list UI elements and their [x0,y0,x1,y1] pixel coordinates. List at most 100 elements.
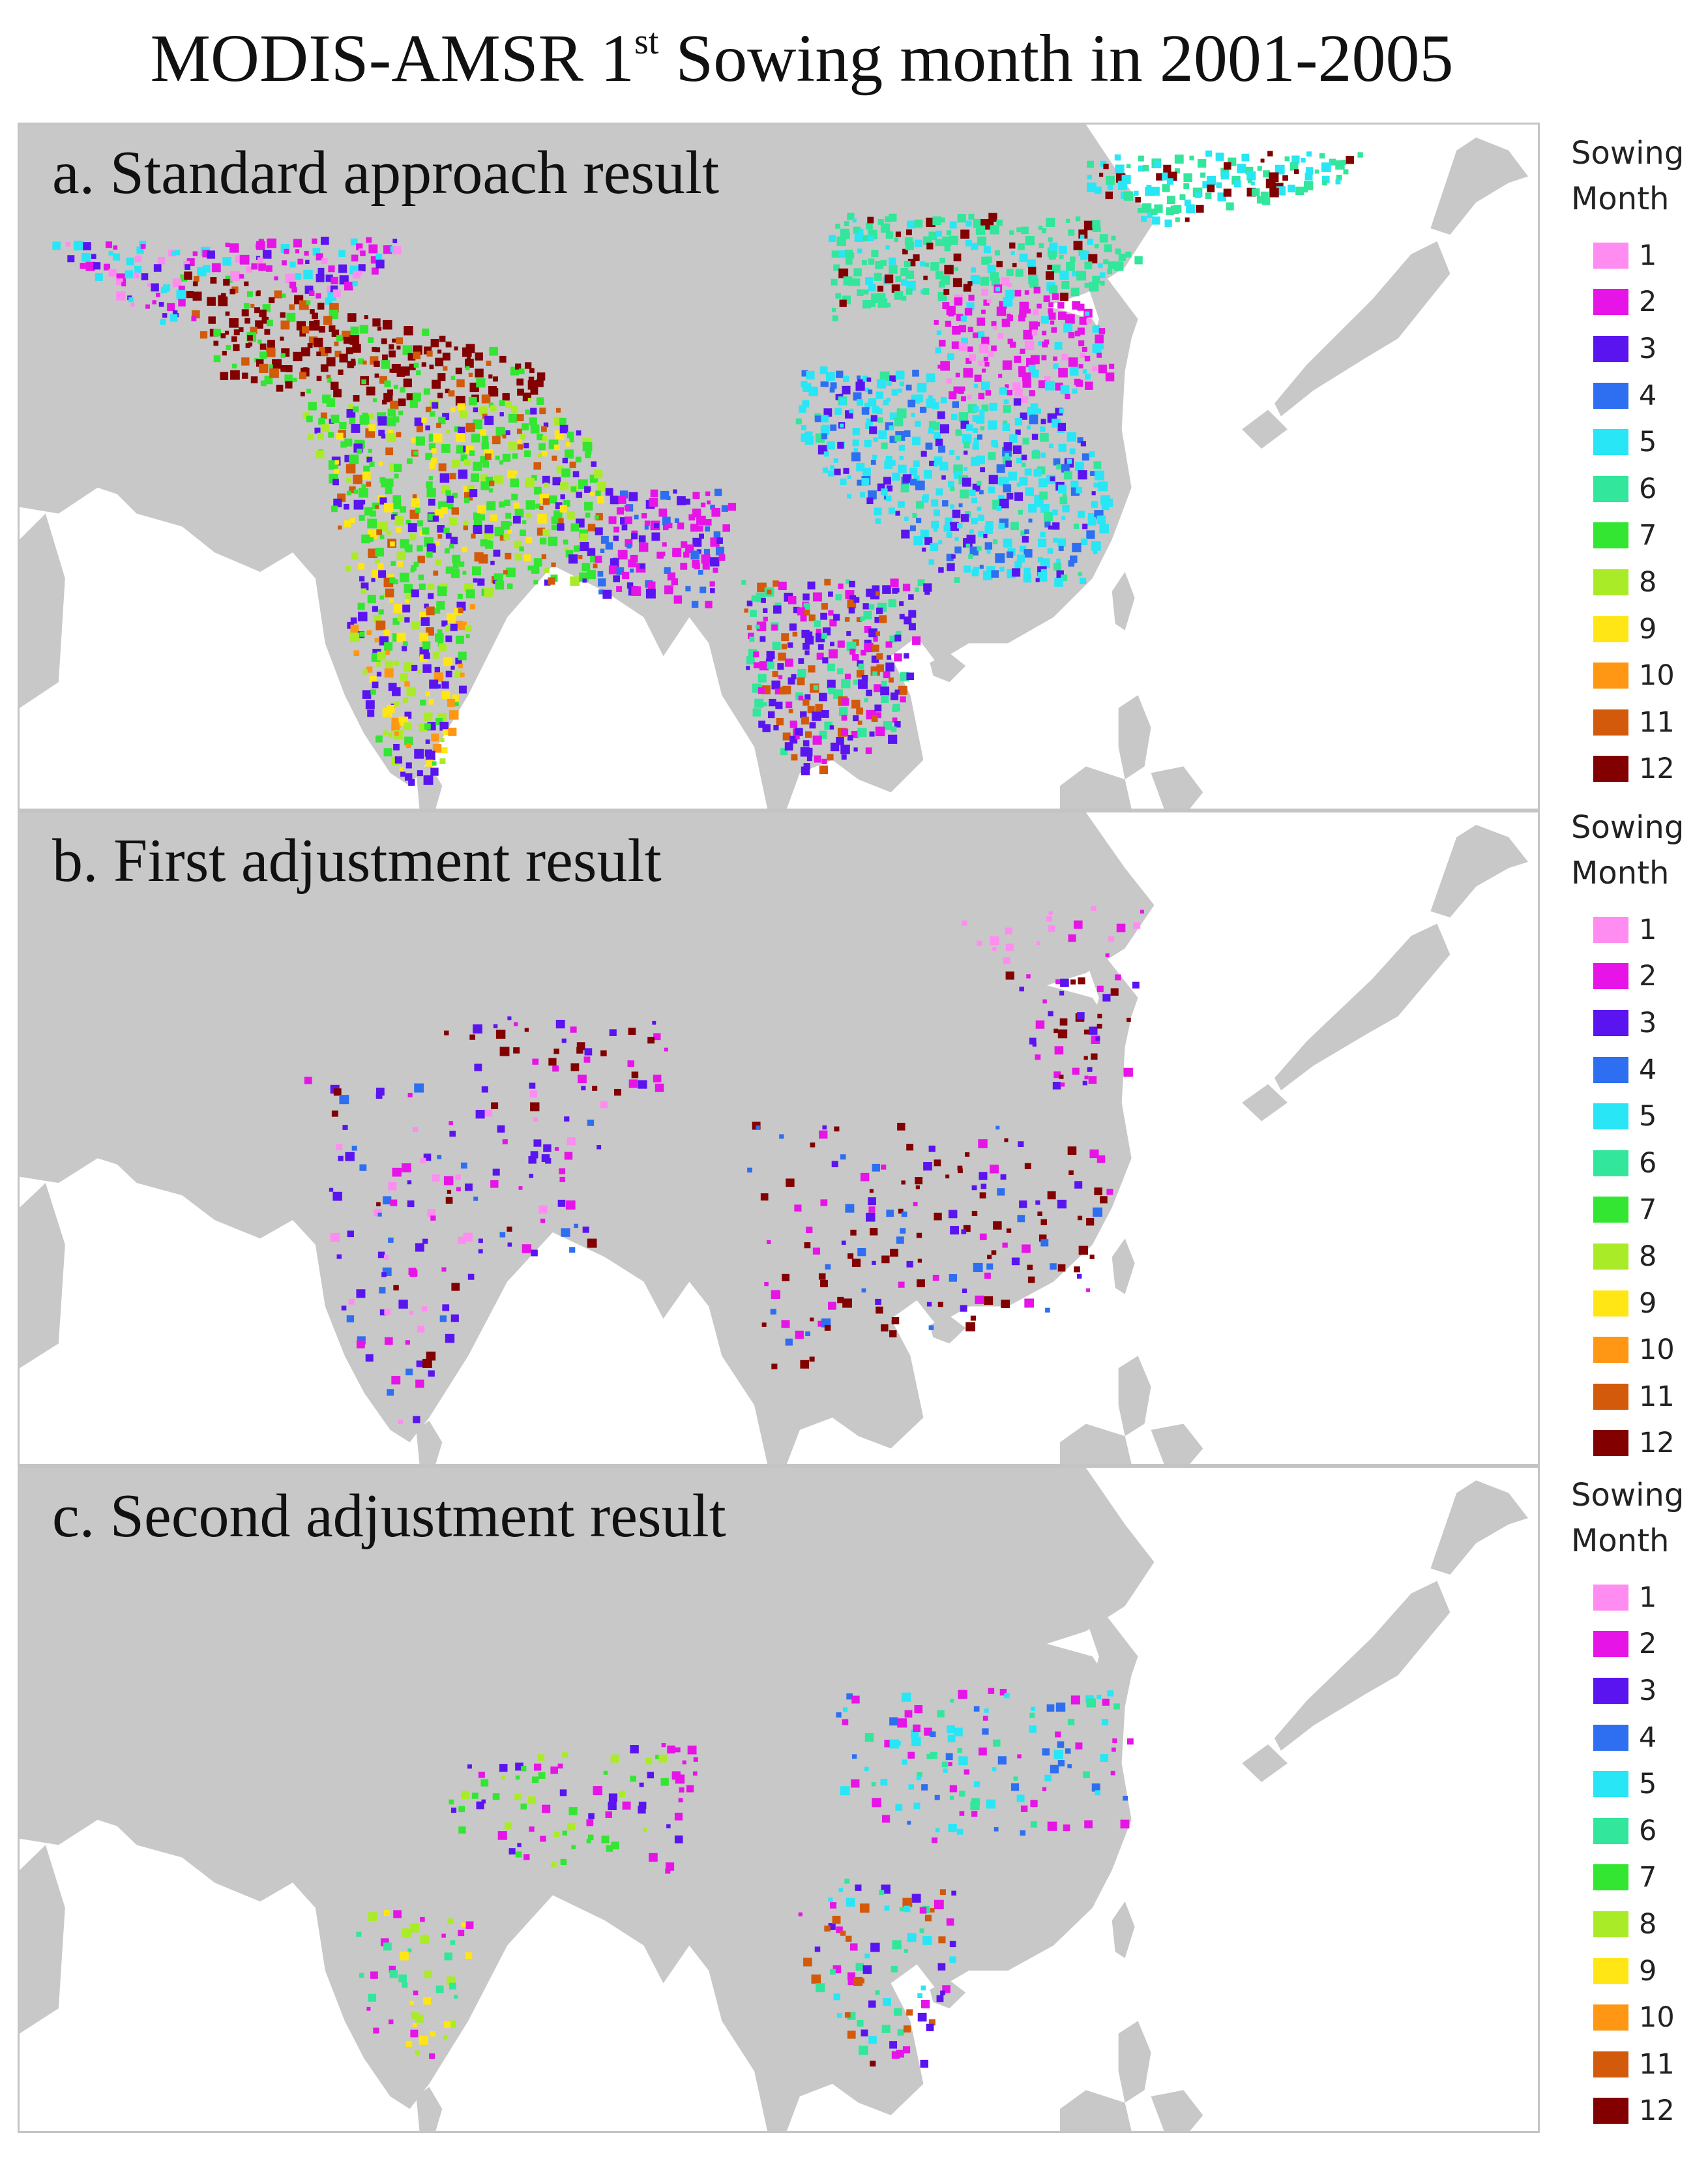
month-pixel [1062,494,1067,498]
month-pixel [1045,271,1054,280]
month-pixel [836,370,844,378]
month-pixel [529,417,537,426]
month-pixel [850,1229,857,1236]
month-pixel [827,679,836,689]
month-pixel [225,243,230,248]
month-pixel [569,1247,576,1253]
month-pixel [316,253,323,261]
month-pixel [393,501,402,509]
month-pixel [868,2000,876,2008]
month-pixel [349,486,356,494]
month-pixel [248,342,253,347]
month-pixel [874,704,882,712]
month-pixel [865,423,872,429]
month-pixel [938,281,945,288]
month-pixel [372,346,377,352]
land-area [1242,409,1288,449]
month-pixel [621,524,628,531]
month-pixel [1044,521,1051,528]
month-pixel [404,773,413,781]
month-pixel [851,1258,861,1268]
month-pixel [613,575,621,582]
month-pixel [570,576,580,586]
month-pixel [1102,1699,1110,1706]
legend-label: 1 [1639,913,1657,946]
month-pixel [250,376,258,383]
month-pixel [924,1914,932,1922]
month-pixel [318,326,325,333]
month-pixel [860,616,865,621]
month-pixel [1022,438,1029,445]
month-pixel [881,694,889,704]
month-pixel [396,337,404,345]
month-pixel [995,1125,1000,1130]
month-pixel [842,1707,848,1712]
month-pixel [530,387,538,395]
month-pixel [1068,934,1076,942]
month-pixel [1037,1211,1042,1217]
month-pixel [847,252,855,259]
legend-swatch [1593,916,1628,943]
month-pixel [437,525,445,533]
month-pixel [830,742,840,752]
month-pixel [392,618,400,625]
month-pixel [880,686,890,696]
month-pixel [894,588,900,593]
month-pixel [956,314,964,321]
month-pixel [827,441,835,450]
month-pixel [982,1716,988,1721]
month-pixel [223,278,230,286]
month-pixel [913,1802,920,1809]
month-pixel [383,1910,390,1916]
month-pixel [1024,529,1029,535]
month-pixel [1093,483,1098,488]
month-pixel [428,593,434,599]
month-pixel [1089,282,1099,292]
month-pixel [402,604,411,613]
month-pixel [454,702,459,707]
month-pixel [957,1165,963,1170]
land-area [20,1468,1155,2131]
legend-label: 9 [1639,1287,1657,1320]
month-pixel [213,329,222,336]
month-pixel [1083,1056,1088,1060]
month-pixel [513,502,520,509]
month-pixel [798,695,804,701]
month-pixel [1067,1764,1072,1768]
month-pixel [128,297,134,303]
month-pixel [415,1379,424,1388]
month-pixel [424,1970,432,1978]
month-pixel [1021,396,1028,403]
month-pixel [548,1058,557,1066]
month-pixel [996,261,1003,267]
month-pixel [886,1210,894,1217]
month-pixel [507,1016,512,1020]
month-pixel [846,631,851,636]
month-pixel [519,546,524,552]
month-pixel [894,2008,902,2016]
legend-swatch [1593,1911,1628,1937]
month-pixel [840,1786,850,1796]
month-pixel [393,1285,399,1290]
month-pixel [645,1757,653,1764]
month-pixel [715,546,725,556]
month-pixel [527,565,533,571]
month-pixel [539,505,544,511]
month-pixel [1107,1690,1114,1697]
month-pixel [366,2006,371,2011]
month-pixel [389,577,396,584]
month-pixel [368,424,376,432]
month-pixel [456,379,465,387]
month-pixel [1162,184,1170,192]
month-pixel [405,762,412,769]
month-pixel [1126,164,1131,169]
month-pixel [1036,941,1040,945]
month-pixel [842,1298,853,1308]
month-pixel [981,288,988,296]
month-pixel [897,1718,907,1728]
month-pixel [946,230,952,235]
month-pixel [964,565,971,573]
month-pixel [1038,478,1048,488]
month-pixel [992,1767,997,1772]
month-pixel [849,1943,858,1951]
